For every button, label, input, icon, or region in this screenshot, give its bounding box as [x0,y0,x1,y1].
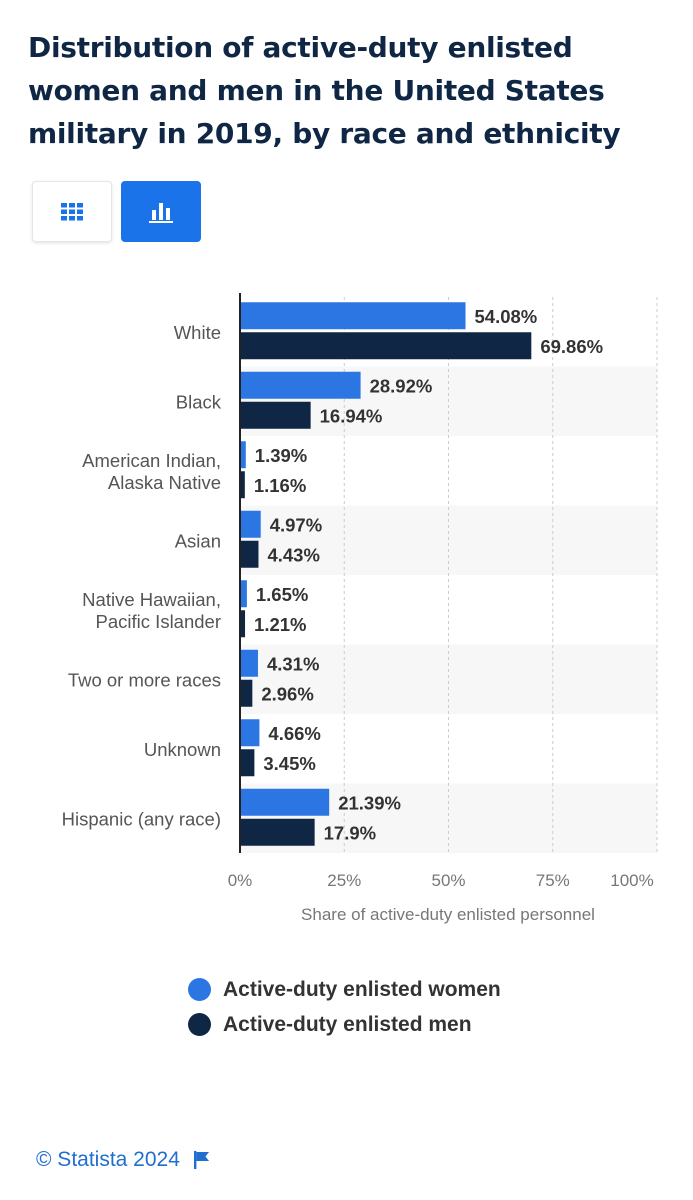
category-label: Pacific Islander [96,611,221,632]
category-label: Black [176,391,222,412]
data-label-women: 4.66% [268,723,320,744]
data-label-men: 4.43% [267,544,319,565]
bar-women [240,649,258,677]
legend-item-women[interactable]: Active-duty enlisted women [188,972,501,1007]
category-label: Asian [175,530,221,551]
bar-chart-icon [149,201,173,223]
category-label: White [174,322,221,343]
grid-table-icon [61,202,83,221]
bar-men [240,818,315,846]
category-label: American Indian, [82,450,221,471]
x-tick-label: 50% [431,871,465,890]
table-view-button[interactable] [32,181,112,242]
x-tick-label: 0% [228,871,253,890]
bar-women [240,719,260,747]
data-label-women: 21.39% [338,792,401,813]
bar-men [240,332,532,360]
data-label-men: 3.45% [263,753,315,774]
bar-men [240,401,311,429]
data-label-women: 1.39% [255,445,307,466]
x-tick-label: 25% [327,871,361,890]
x-tick-label: 100% [610,871,653,890]
flag-icon[interactable] [193,1151,210,1169]
chart-view-button[interactable] [121,181,201,242]
data-label-men: 1.21% [254,614,306,635]
bar-women [240,441,246,469]
data-label-men: 1.16% [254,475,306,496]
data-label-women: 4.31% [267,653,319,674]
category-label: Hispanic (any race) [62,808,221,829]
legend-item-men[interactable]: Active-duty enlisted men [188,1007,501,1042]
data-label-men: 16.94% [320,405,383,426]
bar-women [240,302,466,330]
footer: © Statista 2024 [36,1148,210,1172]
legend-label-men: Active-duty enlisted men [223,1012,472,1036]
legend: Active-duty enlisted women Active-duty e… [188,972,501,1042]
bar-women [240,510,261,538]
bar-chart: 54.08%69.86% White 28.92% 16.94% Black 1.39% 1… [62,293,658,924]
copyright-link[interactable]: © Statista 2024 [36,1148,180,1171]
category-label: Two or more races [68,669,221,690]
bar-women [240,788,330,816]
category-label: Alaska Native [108,472,221,493]
bar-men [240,610,246,638]
category-label: Native Hawaiian, [82,589,221,610]
legend-marker-men [188,1013,211,1036]
category-label: Unknown [144,739,221,760]
data-label-men: 2.96% [261,683,313,704]
legend-marker-women [188,978,211,1001]
bar-men [240,471,245,499]
data-label-women: 28.92% [370,375,433,396]
data-label-men: 17.9% [324,822,376,843]
bar-men [240,749,255,777]
bar-men [240,540,259,568]
bar-women [240,371,361,399]
bar-men [240,679,253,707]
data-label-men: 69.86% [540,336,603,357]
data-label-women: 54.08% [475,306,538,327]
row-band [240,644,657,714]
legend-label-women: Active-duty enlisted women [223,977,501,1001]
data-label-women: 1.65% [256,584,308,605]
x-tick-label: 75% [536,871,570,890]
chart-title: Distribution of active-duty enlisted wom… [28,31,621,150]
bar-women [240,580,247,608]
data-label-women: 4.97% [270,514,322,535]
x-axis-title: Share of active-duty enlisted personnel [301,905,595,924]
